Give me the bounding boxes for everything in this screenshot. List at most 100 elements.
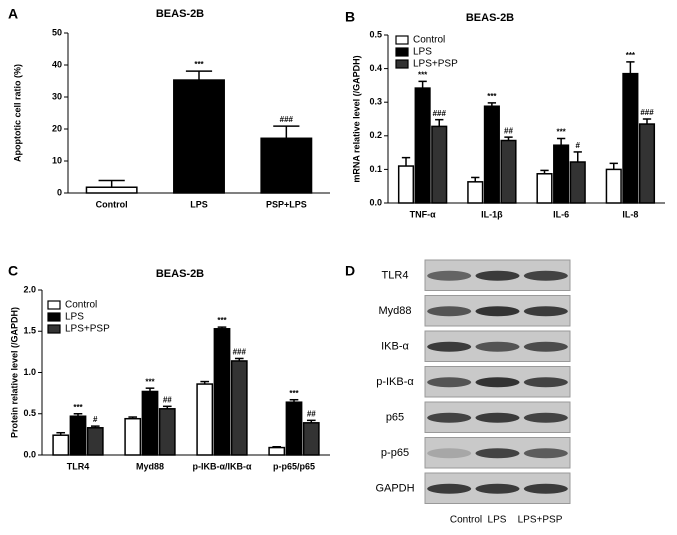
blot-lane-label: LPS [488,515,507,526]
x-tick-label: PSP+LPS [266,199,307,209]
bar [86,427,104,456]
bar [467,181,484,204]
significance-label: *** [626,51,636,60]
blot-row-label: TLR4 [382,270,409,282]
blot-lane-label: Control [450,515,482,526]
significance-label: *** [73,403,83,412]
panel-letter: C [8,263,18,279]
bar [431,125,448,204]
significance-label: *** [418,70,428,79]
blot-band [427,448,472,459]
blot-band [475,270,520,281]
y-tick-label: 0.5 [369,29,382,39]
panel-letter: B [345,9,355,25]
y-tick-label: 0 [57,187,62,197]
y-tick-label: 0.1 [369,164,382,174]
y-tick-label: 0.2 [369,130,382,140]
significance-label: # [576,141,581,150]
y-tick-label: 30 [52,91,62,101]
panel-letter: A [8,6,18,22]
bar [605,168,622,204]
blot-band [475,412,520,423]
bar [553,144,570,204]
blot-row-label: p-p65 [381,447,409,459]
bar [397,165,415,204]
significance-label: ### [233,348,247,357]
significance-label: *** [145,377,155,386]
x-tick-label: LPS [190,199,208,209]
significance-label: ## [163,395,172,404]
bar [414,87,431,204]
y-tick-label: 20 [52,123,62,133]
y-tick-label: 10 [52,155,62,165]
y-tick-label: 0.3 [369,97,382,107]
significance-label: ### [280,115,294,124]
bar [52,434,70,456]
blot-band [523,483,568,494]
x-tick-label: p-p65/p65 [273,461,315,471]
y-tick-label: 40 [52,59,62,69]
bar [196,383,214,456]
blot-band [427,483,472,494]
blot-row-label: IKB-α [381,341,409,353]
x-tick-label: TNF-α [410,209,436,219]
x-tick-label: IL-8 [622,209,638,219]
blot-row-label: p65 [386,412,404,424]
blot-band [427,270,472,281]
y-axis-label: Apoptotic cell ratio (%) [12,64,22,162]
blot-row-label: GAPDH [375,483,414,495]
legend-swatch [47,312,61,322]
blot-row-label: Myd88 [378,305,411,317]
x-tick-label: Myd88 [136,461,164,471]
legend-label: LPS+PSP [65,324,110,335]
blot-band [427,341,472,352]
bar [500,139,517,204]
blot-band [475,306,520,317]
bar [268,446,286,456]
bar [124,417,142,456]
legend-swatch [47,324,61,334]
blot-band [475,377,520,388]
x-tick-label: TLR4 [67,461,90,471]
x-tick-label: IL-6 [553,209,569,219]
blot-lane-label: LPS+PSP [518,515,563,526]
x-tick-label: Control [96,199,128,209]
blot-band [523,448,568,459]
panel-letter: D [345,263,355,279]
bar [622,72,639,204]
bar [173,79,225,194]
significance-label: *** [289,389,299,398]
chart-title: BEAS-2B [466,12,514,24]
bar [536,173,553,204]
legend-label: LPS [65,312,84,323]
legend-swatch [395,59,409,69]
bar [483,105,500,204]
significance-label: ### [433,109,447,118]
significance-label: *** [217,316,227,325]
bar [141,390,159,456]
bar [569,161,586,204]
blot-band [475,341,520,352]
chart-title: BEAS-2B [156,8,204,20]
x-tick-label: IL-1β [481,209,503,219]
blot-band [475,483,520,494]
blot-band [523,377,568,388]
blot-band [523,270,568,281]
significance-label: # [93,415,98,424]
y-tick-label: 1.0 [23,367,36,377]
y-tick-label: 1.5 [23,326,36,336]
bar [260,137,313,194]
bar [302,422,320,456]
blot-band [523,412,568,423]
bar [285,401,303,456]
bar [638,123,656,204]
significance-label: ## [307,409,316,418]
legend-label: Control [65,300,97,311]
legend-label: LPS+PSP [413,59,458,70]
y-tick-label: 0.0 [369,197,382,207]
legend-swatch [395,47,409,57]
significance-label: *** [556,128,566,137]
y-tick-label: 2.0 [23,284,36,294]
bar [158,408,176,456]
